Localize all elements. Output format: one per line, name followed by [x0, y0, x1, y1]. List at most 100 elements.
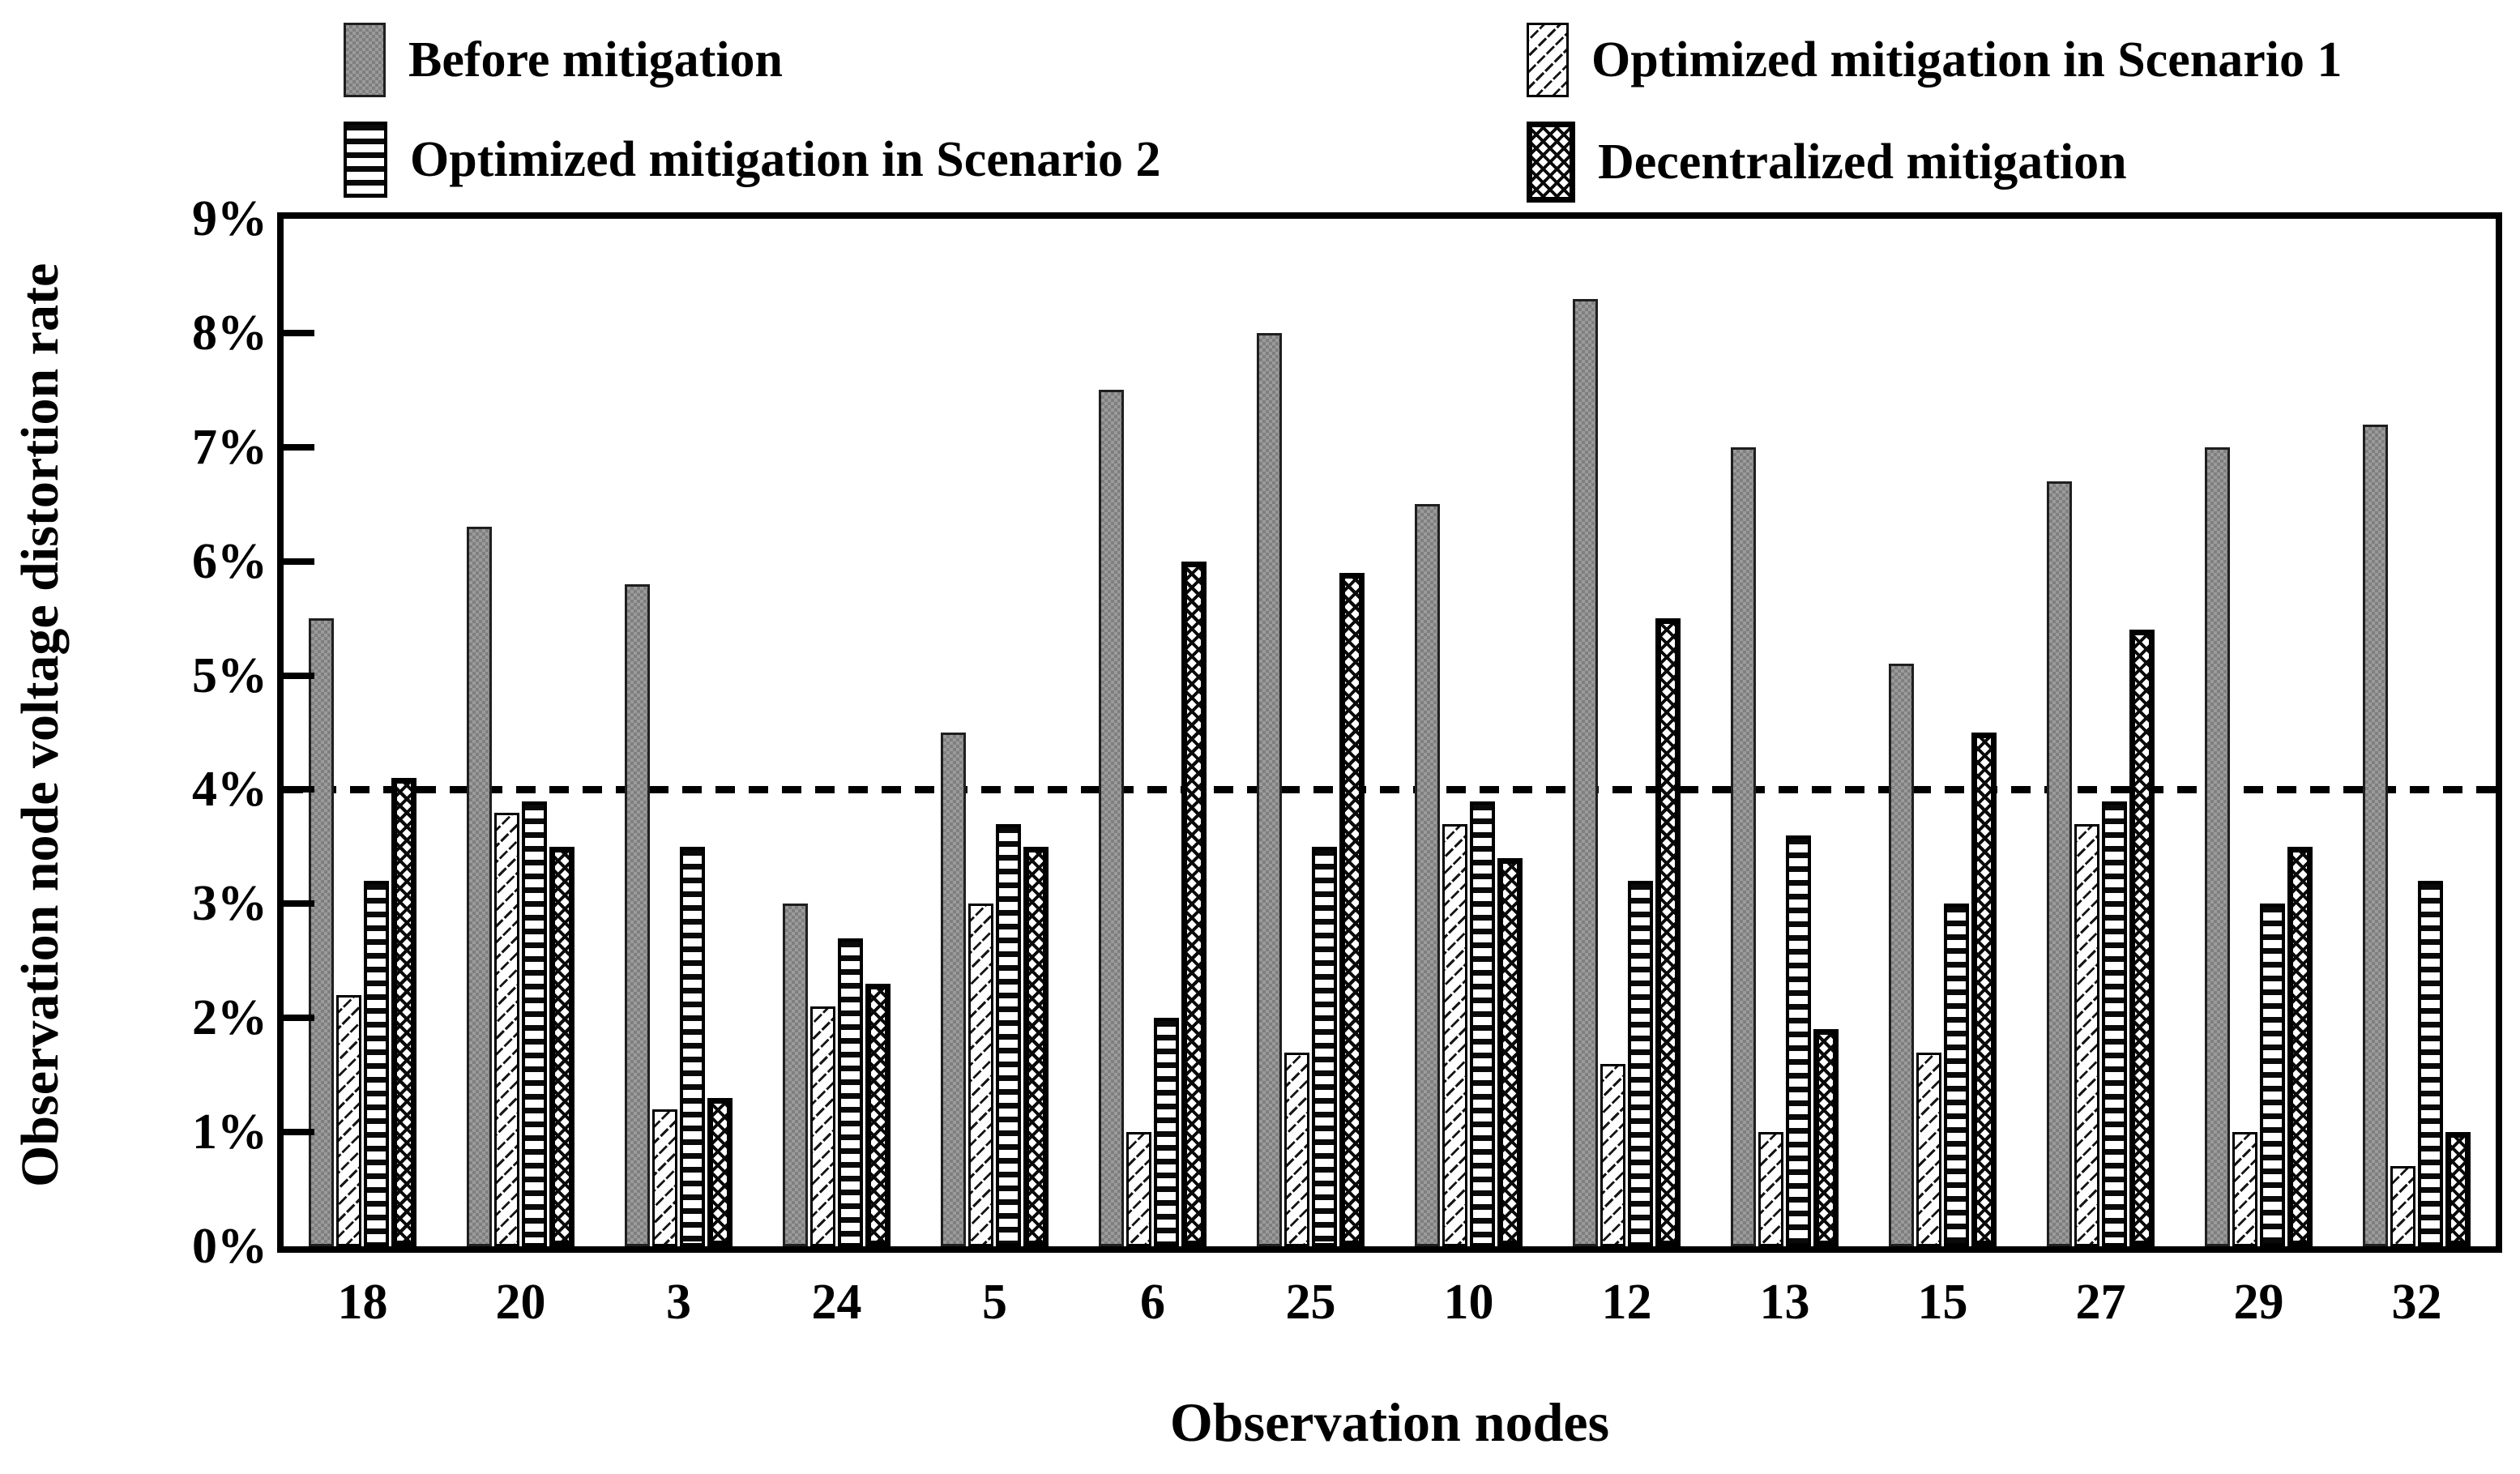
x-tick-label-5: 5: [982, 1275, 1007, 1330]
bar-group-node-25: [1257, 219, 1365, 1246]
legend-item-scenario1: Optimized mitigation in Scenario 1: [1527, 23, 2343, 97]
bar-s2-node-12: [1628, 881, 1653, 1246]
bar-group-node-5: [941, 219, 1049, 1246]
bar-dec-node-6: [1181, 561, 1207, 1246]
bar-s2-node-5: [996, 823, 1021, 1246]
bar-group-node-29: [2205, 219, 2313, 1246]
y-axis-tick-mark: [284, 558, 314, 565]
bar-dec-node-29: [2287, 846, 2313, 1246]
legend-label: Optimized mitigation in Scenario 1: [1591, 32, 2343, 88]
y-tick-label-8pct: 8%: [192, 305, 267, 361]
bar-before-node-12: [1573, 298, 1598, 1246]
bar-s2-node-15: [1944, 904, 1969, 1246]
bar-s1-node-12: [1600, 1063, 1625, 1246]
bar-group-node-27: [2047, 219, 2155, 1246]
y-axis-tick-mark: [284, 1015, 314, 1022]
x-tick-label-15: 15: [1917, 1275, 1968, 1330]
plot-area: [277, 212, 2502, 1253]
bar-before-node-13: [1731, 446, 1756, 1246]
y-tick-label-9pct: 9%: [192, 191, 267, 246]
y-axis-tick-mark: [284, 786, 314, 793]
bar-s1-node-3: [652, 1109, 677, 1246]
bar-before-node-6: [1099, 390, 1124, 1246]
bar-dec-node-27: [2129, 630, 2155, 1246]
bar-dec-node-3: [707, 1097, 733, 1246]
bar-before-node-10: [1415, 504, 1440, 1246]
x-tick-label-13: 13: [1759, 1275, 1810, 1330]
bar-s1-node-5: [968, 904, 993, 1246]
x-axis-title: Observation nodes: [1169, 1391, 1610, 1453]
bar-s2-node-6: [1154, 1018, 1179, 1246]
bar-group-node-3: [625, 219, 733, 1246]
y-axis-tick-mark: [284, 329, 314, 336]
x-tick-label-29: 29: [2233, 1275, 2284, 1330]
bar-s1-node-32: [2390, 1166, 2415, 1246]
x-tick-label-24: 24: [811, 1275, 862, 1330]
threshold-line-4pct: [284, 786, 2496, 794]
bar-group-node-18: [309, 219, 416, 1246]
y-tick-label-1pct: 1%: [192, 1104, 267, 1160]
bar-s2-node-32: [2418, 881, 2443, 1246]
plot-area-inner: [284, 219, 2496, 1246]
bar-s2-node-24: [838, 938, 863, 1246]
bar-before-node-32: [2363, 424, 2388, 1246]
x-tick-label-18: 18: [337, 1275, 388, 1330]
bar-s2-node-27: [2102, 801, 2127, 1246]
bar-before-node-3: [625, 583, 650, 1246]
legend-swatch-scenario-1: [1527, 23, 1569, 97]
legend-swatch-decentralized: [1527, 122, 1575, 203]
bar-s2-node-20: [522, 801, 547, 1246]
x-tick-label-12: 12: [1601, 1275, 1652, 1330]
bar-s1-node-25: [1284, 1052, 1309, 1246]
y-axis-tick-mark: [284, 672, 314, 679]
y-tick-label-7pct: 7%: [192, 419, 267, 475]
bar-dec-node-32: [2445, 1132, 2471, 1246]
y-axis-tick-mark: [284, 1129, 314, 1136]
bar-s2-node-13: [1786, 835, 1811, 1246]
bar-before-node-24: [783, 904, 808, 1246]
legend-label: Decentralized mitigation: [1598, 134, 2127, 190]
legend-label: Before mitigation: [408, 32, 784, 88]
legend-item-before: Before mitigation: [344, 23, 783, 97]
bar-dec-node-25: [1339, 572, 1365, 1246]
bar-group-node-10: [1415, 219, 1523, 1246]
bar-before-node-5: [941, 733, 966, 1246]
legend-item-decentralized: Decentralized mitigation: [1527, 122, 2127, 203]
bar-s2-node-3: [680, 846, 705, 1246]
bar-s2-node-29: [2260, 904, 2285, 1246]
x-tick-label-32: 32: [2391, 1275, 2442, 1330]
bar-dec-node-5: [1023, 846, 1049, 1246]
y-axis-tick-mark: [284, 443, 314, 451]
bar-s2-node-25: [1312, 846, 1337, 1246]
bar-s1-node-10: [1442, 823, 1467, 1246]
bar-s2-node-18: [364, 881, 389, 1246]
x-tick-label-27: 27: [2075, 1275, 2126, 1330]
bar-before-node-15: [1889, 664, 1914, 1246]
bar-before-node-25: [1257, 332, 1282, 1246]
y-tick-label-5pct: 5%: [192, 647, 267, 703]
legend-label: Optimized mitigation in Scenario 2: [410, 131, 1161, 187]
bar-s1-node-20: [494, 812, 519, 1246]
bar-group-node-6: [1099, 219, 1207, 1246]
y-tick-label-0pct: 0%: [192, 1219, 267, 1274]
legend-swatch-scenario-2: [344, 122, 387, 198]
bar-s1-node-18: [336, 995, 361, 1246]
y-tick-label-6pct: 6%: [192, 533, 267, 589]
bar-dec-node-10: [1497, 857, 1523, 1246]
bar-dec-node-13: [1813, 1029, 1839, 1246]
bar-before-node-27: [2047, 481, 2072, 1246]
y-axis-tick-mark: [284, 900, 314, 908]
x-tick-label-6: 6: [1140, 1275, 1165, 1330]
x-tick-label-10: 10: [1443, 1275, 1494, 1330]
bar-group-node-24: [783, 219, 891, 1246]
bar-s1-node-6: [1126, 1132, 1151, 1246]
bar-s1-node-27: [2074, 823, 2099, 1246]
bar-s1-node-15: [1916, 1052, 1941, 1246]
bar-group-node-20: [467, 219, 574, 1246]
bar-s1-node-24: [810, 1006, 835, 1246]
bar-before-node-20: [467, 527, 492, 1246]
x-tick-label-3: 3: [666, 1275, 691, 1330]
bar-group-node-32: [2363, 219, 2471, 1246]
y-tick-label-2pct: 2%: [192, 990, 267, 1046]
